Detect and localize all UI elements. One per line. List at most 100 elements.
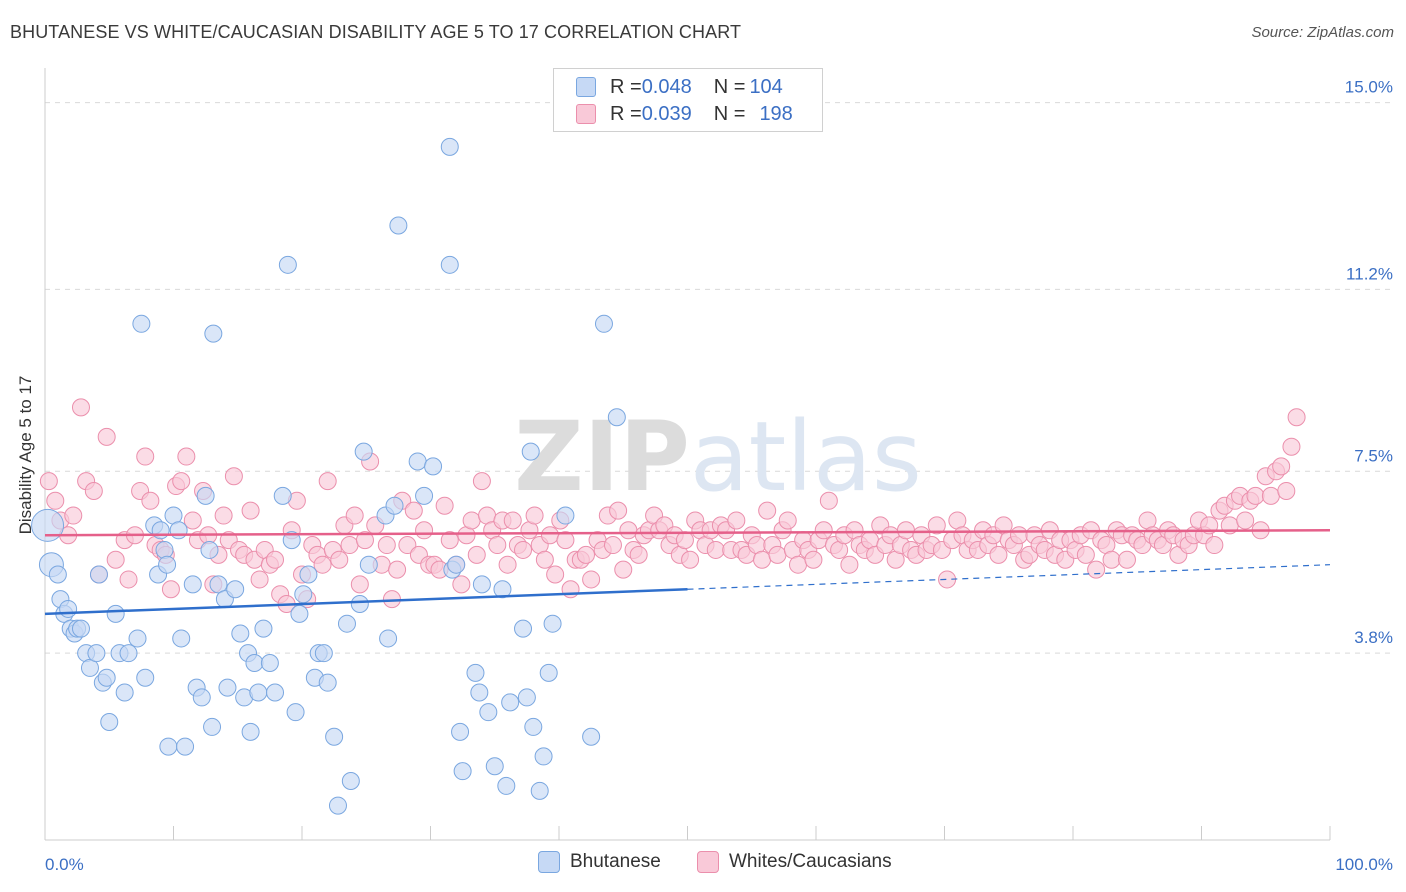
y-tick-label: 7.5% [1354, 446, 1393, 465]
whites-caucasians-point [789, 555, 808, 574]
bhutanese-point [97, 668, 116, 687]
whites-caucasians-point [161, 580, 180, 599]
bhutanese-point [226, 580, 245, 599]
bhutanese-point [172, 629, 191, 648]
whites-caucasians-point [266, 550, 285, 569]
whites-caucasians-point [535, 550, 554, 569]
whites-caucasians-point [119, 570, 138, 589]
blue-swatch-icon [538, 851, 560, 873]
whites-caucasians-point [214, 506, 233, 525]
bhutanese-point [273, 486, 292, 505]
bottom-legend-label: Whites/Caucasians [729, 851, 892, 872]
y-tick-label: 15.0% [1345, 78, 1393, 97]
bhutanese-point [245, 654, 264, 673]
whites-caucasians-point [330, 550, 349, 569]
bhutanese-point [128, 629, 147, 648]
bhutanese-point [556, 506, 575, 525]
whites-caucasians-point [39, 472, 58, 491]
legend-r-label: R = [610, 102, 642, 125]
bhutanese-point [517, 688, 536, 707]
whites-caucasians-point [619, 521, 638, 540]
bhutanese-point [282, 531, 301, 550]
whites-caucasians-point [1287, 408, 1306, 427]
bottom-legend-bhutanese: Bhutanese [538, 851, 661, 873]
legend-row-whites: R = 0.039 N = 198 [576, 102, 793, 126]
blue-swatch-icon [576, 77, 596, 97]
whites-caucasians-point [840, 555, 859, 574]
bhutanese-point [543, 614, 562, 633]
whites-caucasians-point [71, 398, 90, 417]
bhutanese-point [582, 727, 601, 746]
bhutanese-point [440, 137, 459, 156]
bhutanese-point [249, 683, 268, 702]
whites-caucasians-point [1117, 550, 1136, 569]
bhutanese-point [534, 747, 553, 766]
bhutanese-point [539, 663, 558, 682]
series-bhutanese [31, 137, 626, 815]
bhutanese-point [479, 703, 498, 722]
whites-caucasians-point [525, 506, 544, 525]
whites-caucasians-point [614, 560, 633, 579]
axes [44, 68, 1331, 841]
bhutanese-point [204, 324, 223, 343]
bhutanese-point [278, 255, 297, 274]
bhutanese-point [497, 776, 516, 795]
whites-caucasians-point [241, 501, 260, 520]
bhutanese-point [231, 624, 250, 643]
bhutanese-point [136, 668, 155, 687]
bhutanese-point [183, 575, 202, 594]
whites-caucasians-point [404, 501, 423, 520]
bhutanese-trendline [44, 588, 688, 616]
series-whites-caucasians [39, 398, 1306, 614]
bhutanese-point [470, 683, 489, 702]
legend-row-bhutanese: R = 0.048 N = 104 [576, 75, 783, 99]
bhutanese-point [196, 486, 215, 505]
whites-caucasians-point [727, 511, 746, 530]
x-tick-label: 100.0% [1335, 855, 1393, 874]
y-tick-label: 3.8% [1354, 628, 1393, 647]
legend-r-value: 0.039 [641, 102, 692, 125]
bhutanese-point [359, 555, 378, 574]
whites-caucasians-point [541, 526, 560, 545]
bhutanese-point [354, 442, 373, 461]
whites-caucasians-point [141, 491, 160, 510]
y-axis-label: Disability Age 5 to 17 [16, 375, 35, 535]
bhutanese-point [493, 580, 512, 599]
bhutanese-point [176, 737, 195, 756]
whites-caucasians-point [250, 570, 269, 589]
whites-caucasians-point [778, 511, 797, 530]
whites-caucasians-point [398, 536, 417, 555]
bhutanese-point [31, 508, 65, 542]
bhutanese-point [594, 314, 613, 333]
bhutanese-point [106, 604, 125, 623]
legend-r-value: 0.048 [641, 75, 692, 98]
watermark: ZIPatlas [514, 401, 922, 513]
bhutanese-point [341, 772, 360, 791]
whites-caucasians-point [64, 506, 83, 525]
bottom-legend-whites: Whites/Caucasians [697, 851, 892, 873]
bhutanese-point [447, 555, 466, 574]
bhutanese-point [200, 540, 219, 559]
whites-caucasians-point [1272, 457, 1291, 476]
whites-caucasians-point [1261, 486, 1280, 505]
bhutanese-point [451, 722, 470, 741]
whites-caucasians-point [106, 550, 125, 569]
bhutanese-point [100, 713, 119, 732]
bhutanese-point [424, 457, 443, 476]
bhutanese-point [415, 486, 434, 505]
correlation-legend: R = 0.048 N = 104 R = 0.039 N = 198 [553, 68, 823, 132]
y-tick-label: 11.2% [1346, 264, 1393, 283]
bhutanese-point [132, 314, 151, 333]
bhutanese-point [389, 216, 408, 235]
pink-swatch-icon [576, 104, 596, 124]
whites-caucasians-point [183, 511, 202, 530]
whites-caucasians-point [1246, 486, 1265, 505]
bhutanese-point [254, 619, 273, 638]
whites-caucasians-point [136, 447, 155, 466]
legend-n-label: N = [713, 75, 746, 98]
bhutanese-point [337, 614, 356, 633]
bhutanese-point [155, 540, 174, 559]
whites-caucasians-point [814, 521, 833, 540]
whites-caucasians-point [514, 540, 533, 559]
bhutanese-point [151, 521, 170, 540]
